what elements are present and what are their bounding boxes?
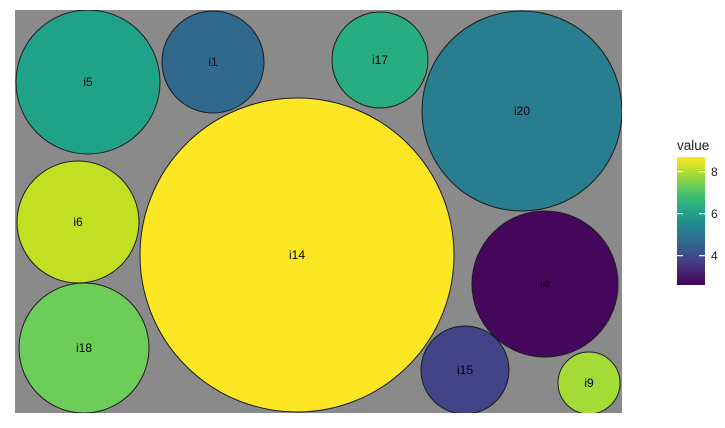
legend-gradient-bar — [677, 157, 705, 285]
bubble-label-i18: i18 — [76, 341, 92, 355]
legend-title: value — [677, 138, 709, 153]
bubble-label-i17: i17 — [372, 53, 388, 67]
bubble-group: i14 i20 i4 i5 i18 i6 i1 i17 i15 i9 — [15, 10, 622, 413]
bubble-i15 — [420, 325, 510, 413]
bubble-label-i15: i15 — [457, 363, 473, 377]
bubble-i9 — [557, 351, 621, 413]
bubble-i6 — [16, 160, 140, 284]
bubble-i20 — [421, 10, 622, 212]
bubble-label-i1: i1 — [208, 55, 218, 69]
bubble-i1 — [161, 10, 265, 114]
legend-tick-label: 6 — [711, 207, 718, 221]
legend-tick-label: 8 — [711, 165, 718, 179]
bubble-label-i5: i5 — [83, 75, 93, 89]
bubble-i4 — [471, 210, 619, 358]
bubble-label-i9: i9 — [584, 376, 594, 390]
bubble-label-i4: i4 — [540, 277, 550, 291]
bubble-i17 — [331, 11, 429, 109]
bubble-i14 — [139, 97, 455, 413]
bubble-label-i6: i6 — [73, 215, 83, 229]
bubble-label-i20: i20 — [514, 104, 530, 118]
legend-tick-label: 4 — [711, 249, 718, 263]
bubble-label-i14: i14 — [289, 248, 305, 262]
bubble-i5 — [15, 10, 161, 155]
